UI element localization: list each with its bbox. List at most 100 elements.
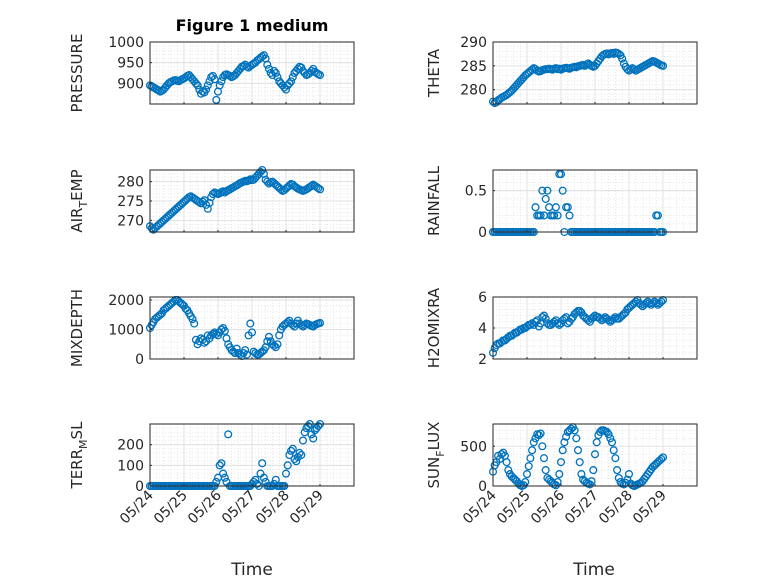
data-point	[531, 203, 540, 212]
data-point	[314, 184, 323, 193]
data-point	[624, 470, 634, 479]
y-tick-label: 285	[460, 59, 487, 75]
data-point	[244, 176, 253, 185]
data-point	[212, 95, 221, 104]
data-point	[264, 64, 274, 73]
data-point	[215, 81, 224, 90]
data-point	[251, 475, 260, 484]
x-tick-label-05-28: 05/28	[596, 488, 636, 528]
y-axis-label: AIRTEMP	[68, 169, 90, 232]
data-point	[599, 314, 608, 323]
data-point	[195, 198, 204, 207]
data-point	[287, 77, 296, 86]
data-point	[232, 344, 241, 353]
y-tick-label: 270	[117, 213, 144, 229]
y-tick-label: 0	[478, 479, 487, 495]
data-point	[288, 444, 297, 453]
data-point	[522, 470, 532, 479]
data-point	[298, 436, 308, 445]
data-point	[553, 211, 562, 220]
data-point	[613, 466, 622, 475]
data-point	[258, 459, 267, 468]
data-point	[607, 438, 617, 447]
panel-4: 0 0.5 RAINFALL	[425, 165, 698, 241]
data-point	[193, 81, 202, 90]
data-point	[191, 79, 200, 88]
data-point	[538, 186, 547, 195]
data-point	[563, 203, 572, 212]
y-tick-label: 100	[117, 458, 144, 474]
data-point	[562, 432, 571, 441]
y-axis-label-main: TERR	[68, 449, 86, 490]
data-point	[225, 71, 234, 80]
y-axis-label-main: MIXDEPTH	[68, 289, 86, 367]
data-point	[276, 185, 285, 194]
data-point	[220, 326, 229, 336]
y-tick-label: 900	[117, 76, 144, 92]
data-point	[653, 211, 662, 220]
data-point	[154, 86, 163, 95]
x-axis-label-left: Time	[230, 560, 273, 580]
y-axis-label-subscript: M	[77, 439, 90, 449]
x-tick-label-05-25: 05/25	[151, 488, 191, 528]
panel-8: 05/2405/2505/2605/2705/2805/290500SUNFLU…	[425, 422, 698, 528]
data-point	[315, 71, 325, 80]
data-point	[288, 73, 297, 82]
data-point	[609, 446, 618, 455]
panel-1: 900 950 1000 PRESSURE	[68, 34, 355, 113]
y-tick-label: 6	[478, 290, 487, 306]
data-point	[295, 448, 304, 457]
data-point	[543, 186, 552, 195]
data-point	[526, 454, 535, 463]
data-point	[550, 211, 559, 220]
data-point	[242, 350, 251, 359]
y-axis-label: SUNFLUX	[425, 422, 447, 489]
data-point	[575, 458, 584, 467]
data-point	[555, 470, 564, 479]
data-point	[604, 430, 613, 439]
data-point	[217, 459, 226, 468]
data-point	[560, 438, 569, 447]
data-point	[283, 461, 292, 470]
data-point	[541, 194, 550, 203]
y-axis-label-main: RAINFALL	[425, 165, 443, 236]
figure-title: Figure 1 medium	[176, 16, 329, 35]
data-point	[541, 314, 550, 323]
data-point	[246, 319, 255, 328]
data-point	[285, 450, 294, 460]
data-point	[524, 462, 533, 471]
data-point	[215, 461, 224, 470]
y-axis-label: PRESSURE	[68, 34, 86, 113]
y-axis-label: THETA	[425, 48, 443, 98]
data-point	[604, 316, 613, 325]
data-point	[315, 185, 325, 194]
y-tick-label: 4	[478, 321, 487, 337]
data-point	[304, 422, 313, 431]
data-point	[253, 479, 262, 488]
data-point	[271, 68, 280, 78]
data-point	[217, 77, 226, 86]
data-point	[287, 446, 296, 455]
y-axis-label-main: H2OMIXRA	[425, 287, 443, 368]
data-point	[587, 477, 596, 486]
data-point	[292, 457, 301, 466]
data-point	[273, 340, 282, 349]
data-point	[241, 346, 250, 355]
data-point	[259, 473, 268, 482]
data-point	[529, 438, 538, 447]
panel-7: 05/2405/2505/2605/2705/2805/290100200TER…	[68, 419, 355, 528]
data-point	[281, 469, 291, 478]
data-point	[230, 349, 240, 358]
data-point	[528, 446, 537, 455]
data-point	[556, 458, 566, 467]
data-point	[657, 297, 666, 306]
data-point	[572, 434, 581, 443]
y-tick-label: 200	[117, 438, 144, 454]
y-tick-label: 280	[117, 175, 144, 191]
y-axis-label-rest: EMP	[68, 169, 86, 200]
x-tick-label-05-25: 05/25	[494, 488, 534, 528]
y-tick-label: 1000	[108, 35, 144, 51]
data-point	[264, 332, 274, 341]
data-point	[538, 442, 547, 451]
y-tick-label: 2000	[108, 293, 144, 309]
